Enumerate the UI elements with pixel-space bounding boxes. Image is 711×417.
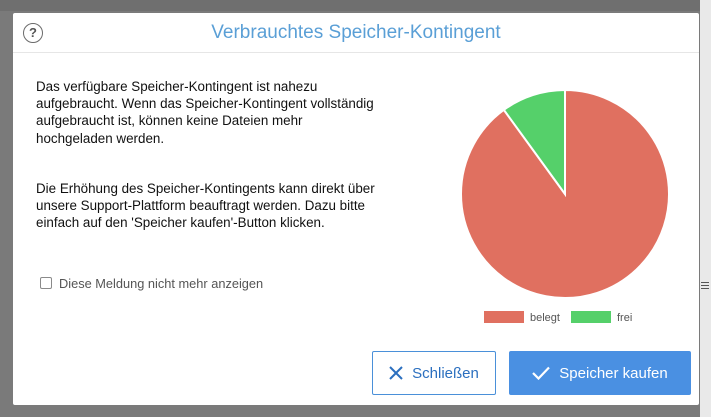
info-paragraph-2: Die Erhöhung des Speicher-Kontingents ka… xyxy=(36,181,375,231)
legend-swatch-frei xyxy=(571,311,611,323)
buy-storage-button[interactable]: Speicher kaufen xyxy=(509,351,691,395)
buy-storage-button-label: Speicher kaufen xyxy=(559,364,668,382)
backdrop-top xyxy=(0,0,711,11)
legend-label-belegt: belegt xyxy=(530,312,560,324)
dont-show-again-option[interactable]: Diese Meldung nicht mehr anzeigen xyxy=(40,275,263,291)
close-button[interactable]: Schließen xyxy=(372,351,496,395)
info-paragraph-1: Das verfügbare Speicher-Kontingent ist n… xyxy=(36,79,374,146)
storage-quota-dialog: ? Verbrauchtes Speicher-Kontingent Das v… xyxy=(13,13,699,405)
checkmark-icon xyxy=(532,366,551,380)
dont-show-again-checkbox[interactable] xyxy=(40,277,52,289)
close-button-label: Schließen xyxy=(412,364,479,382)
backdrop-right xyxy=(700,0,711,417)
legend-label-frei: frei xyxy=(617,312,632,324)
dialog-title: Verbrauchtes Speicher-Kontingent xyxy=(211,22,501,43)
storage-pie-chart: belegt frei xyxy=(460,88,670,324)
legend-swatch-belegt xyxy=(484,311,524,323)
x-icon xyxy=(389,366,403,380)
dont-show-again-label[interactable]: Diese Meldung nicht mehr anzeigen xyxy=(59,275,264,291)
question-circle-icon[interactable]: ? xyxy=(23,23,43,43)
pie-slice-frei xyxy=(502,88,566,198)
dialog-header: ? Verbrauchtes Speicher-Kontingent xyxy=(13,13,699,53)
